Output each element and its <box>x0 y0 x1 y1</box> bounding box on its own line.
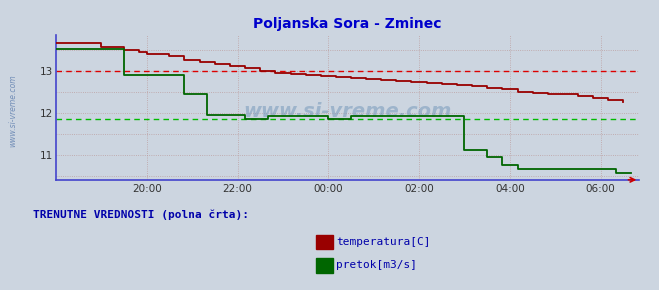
Text: www.si-vreme.com: www.si-vreme.com <box>8 74 17 146</box>
Text: www.si-vreme.com: www.si-vreme.com <box>243 102 452 121</box>
Text: pretok[m3/s]: pretok[m3/s] <box>336 260 417 270</box>
Text: temperatura[C]: temperatura[C] <box>336 237 430 247</box>
Title: Poljanska Sora - Zminec: Poljanska Sora - Zminec <box>253 17 442 31</box>
Text: TRENUTNE VREDNOSTI (polna črta):: TRENUTNE VREDNOSTI (polna črta): <box>33 209 249 220</box>
